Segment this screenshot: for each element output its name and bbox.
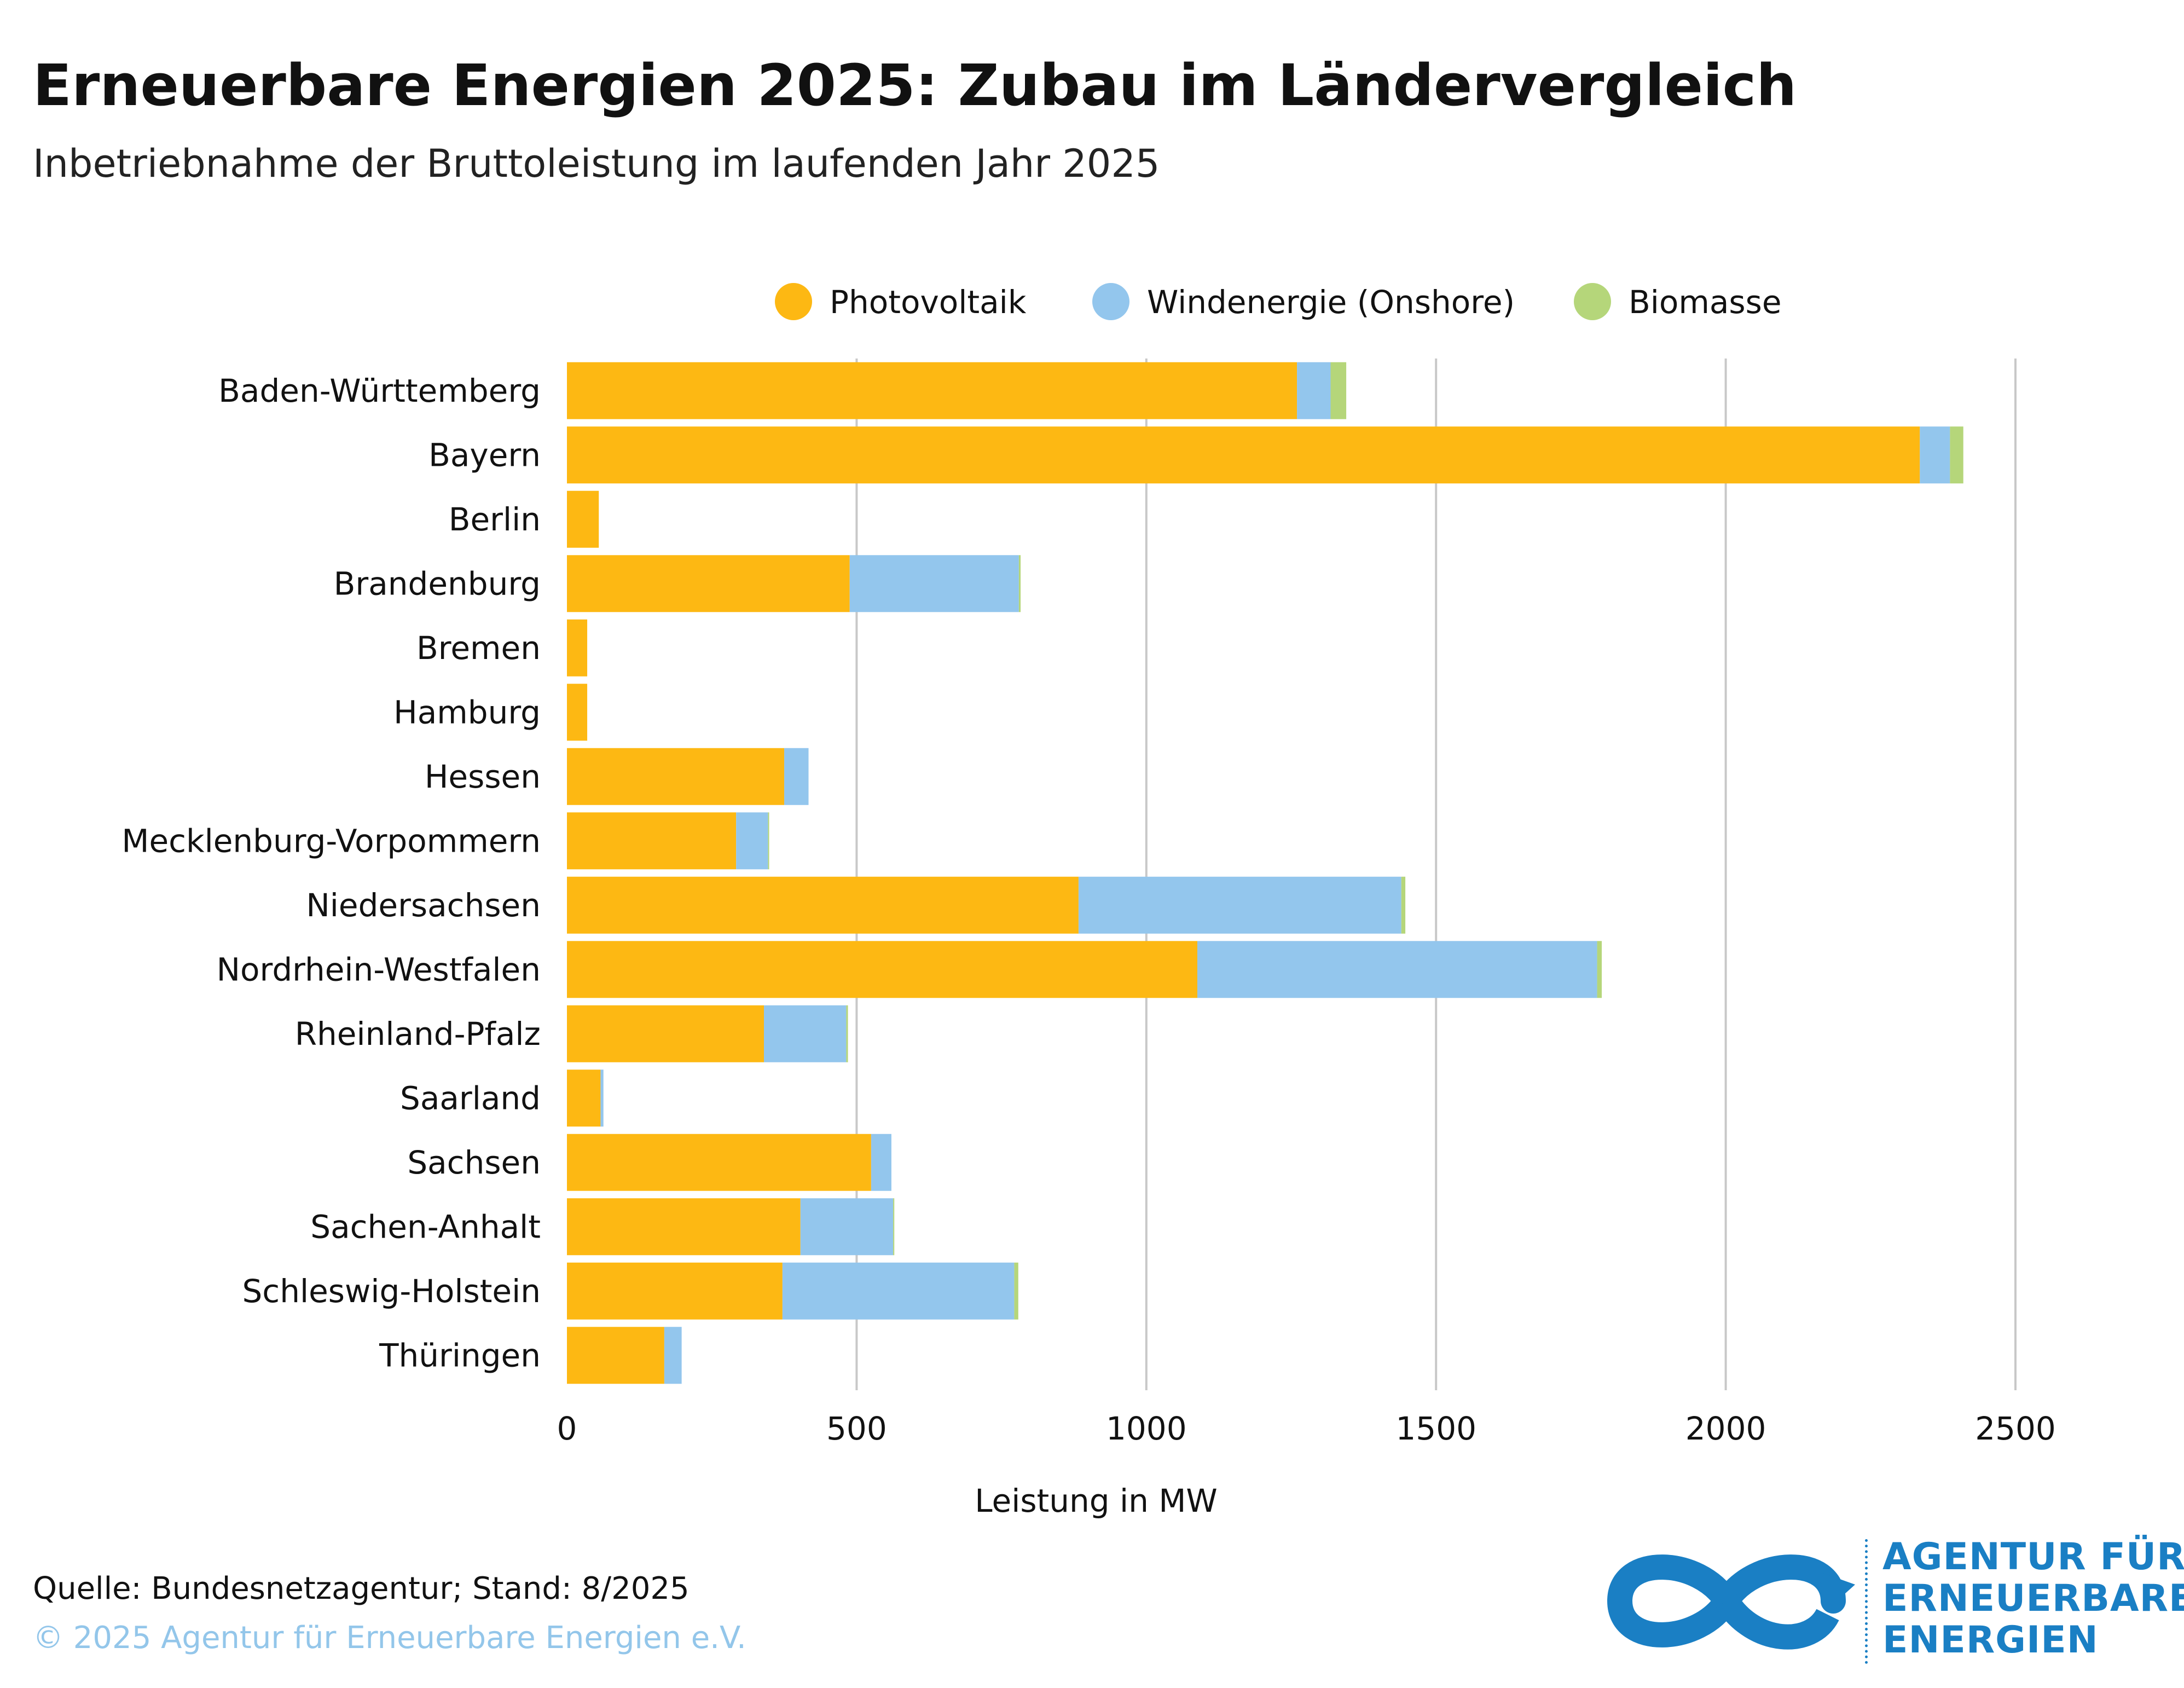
y-tick-label-8: Niedersachsen bbox=[306, 887, 541, 924]
y-tick-label-12: Sachsen bbox=[407, 1144, 541, 1181]
bar-0-9 bbox=[567, 941, 1197, 998]
legend-marker-1 bbox=[1092, 283, 1129, 320]
bar-1-13 bbox=[800, 1198, 894, 1256]
legend-label-2: Biomasse bbox=[1629, 284, 1782, 321]
infinity-logo-icon bbox=[1607, 1554, 1855, 1650]
legend: Photovoltaik Windenergie (Onshore) Biomass… bbox=[775, 283, 1782, 321]
bar-1-12 bbox=[871, 1134, 891, 1191]
y-tick-label-14: Schleswig-Holstein bbox=[242, 1273, 541, 1310]
bar-2-3 bbox=[1018, 555, 1021, 612]
x-tick-label-1: 500 bbox=[826, 1410, 887, 1447]
chart-title: Erneuerbare Energien 2025: Zubau im Länd… bbox=[33, 52, 1797, 119]
copyright-note: © 2025 Agentur für Erneuerbare Energien … bbox=[33, 1620, 746, 1656]
bar-0-15 bbox=[567, 1327, 664, 1384]
x-tick-label-3: 1500 bbox=[1395, 1410, 1476, 1447]
y-tick-label-6: Hessen bbox=[425, 758, 541, 795]
bar-0-0 bbox=[567, 362, 1297, 419]
bar-1-6 bbox=[784, 748, 809, 805]
y-axis-labels: Baden-Württemberg Bayern Berlin Brandenburg… bbox=[121, 372, 541, 1374]
bar-0-5 bbox=[567, 684, 588, 741]
bar-1-14 bbox=[782, 1262, 1015, 1320]
bar-0-10 bbox=[567, 1005, 764, 1062]
x-tick-label-0: 0 bbox=[557, 1410, 577, 1447]
y-tick-label-0: Baden-Württemberg bbox=[218, 372, 541, 409]
bar-2-9 bbox=[1597, 941, 1602, 998]
x-tick-label-4: 2000 bbox=[1685, 1410, 1766, 1447]
y-tick-label-1: Bayern bbox=[428, 436, 541, 473]
bar-0-7 bbox=[567, 812, 737, 870]
y-tick-label-11: Saarland bbox=[400, 1079, 541, 1117]
legend-marker-0 bbox=[775, 283, 812, 320]
bar-1-1 bbox=[1920, 426, 1950, 484]
bar-0-8 bbox=[567, 876, 1079, 934]
source-note: Quelle: Bundesnetzagentur; Stand: 8/2025 bbox=[33, 1571, 690, 1606]
bar-1-0 bbox=[1297, 362, 1331, 419]
bar-0-3 bbox=[567, 555, 850, 612]
chart-subtitle: Inbetriebnahme der Bruttoleistung im lau… bbox=[33, 141, 1160, 186]
logo-text-line-3: ENERGIEN bbox=[1882, 1618, 2099, 1662]
bar-0-12 bbox=[567, 1134, 871, 1191]
bar-2-10 bbox=[846, 1005, 848, 1062]
y-tick-label-9: Nordrhein-Westfalen bbox=[217, 951, 541, 988]
x-tick-label-2: 1000 bbox=[1106, 1410, 1187, 1447]
bar-2-1 bbox=[1950, 426, 1963, 484]
y-tick-label-15: Thüringen bbox=[379, 1337, 541, 1374]
y-tick-label-3: Brandenburg bbox=[334, 565, 541, 602]
bar-1-7 bbox=[736, 812, 768, 870]
legend-label-0: Photovoltaik bbox=[830, 284, 1027, 321]
bar-0-11 bbox=[567, 1070, 601, 1127]
legend-label-1: Windenergie (Onshore) bbox=[1147, 284, 1515, 321]
logo-text-line-2: ERNEUERBARE bbox=[1882, 1577, 2184, 1620]
bar-2-7 bbox=[768, 812, 769, 870]
y-tick-label-2: Berlin bbox=[449, 501, 541, 538]
logo: AGENTUR FÜR ERNEUERBARE ENERGIEN bbox=[1598, 1533, 2184, 1669]
y-tick-label-4: Bremen bbox=[416, 629, 541, 667]
bars bbox=[567, 362, 1963, 1384]
grid bbox=[855, 359, 2017, 1390]
bar-0-13 bbox=[567, 1198, 801, 1256]
y-tick-label-10: Rheinland-Pfalz bbox=[295, 1015, 541, 1053]
bar-1-15 bbox=[664, 1327, 682, 1384]
x-tick-label-5: 2500 bbox=[1975, 1410, 2056, 1447]
y-tick-label-7: Mecklenburg-Vorpommern bbox=[121, 822, 541, 859]
bar-2-0 bbox=[1330, 362, 1347, 419]
y-tick-label-13: Sachen-Anhalt bbox=[310, 1208, 541, 1245]
x-axis-label: Leistung in MW bbox=[975, 1482, 1218, 1519]
x-axis-ticks: 0 500 1000 1500 2000 2500 bbox=[557, 1410, 2056, 1447]
bar-1-9 bbox=[1197, 941, 1597, 998]
bar-2-8 bbox=[1401, 876, 1406, 934]
logo-divider bbox=[1865, 1539, 1868, 1664]
bar-2-13 bbox=[893, 1198, 895, 1256]
bar-0-1 bbox=[567, 426, 1920, 484]
bar-1-10 bbox=[763, 1005, 847, 1062]
bar-0-4 bbox=[567, 619, 588, 677]
legend-marker-2 bbox=[1574, 283, 1611, 320]
bar-0-14 bbox=[567, 1262, 783, 1320]
bar-0-2 bbox=[567, 490, 599, 548]
bar-1-3 bbox=[849, 555, 1019, 612]
logo-text-line-1: AGENTUR FÜR bbox=[1882, 1535, 2184, 1579]
bar-0-6 bbox=[567, 748, 785, 805]
bar-1-11 bbox=[600, 1070, 604, 1127]
y-tick-label-5: Hamburg bbox=[393, 693, 541, 731]
bar-2-14 bbox=[1014, 1262, 1018, 1320]
bar-1-8 bbox=[1078, 876, 1401, 934]
